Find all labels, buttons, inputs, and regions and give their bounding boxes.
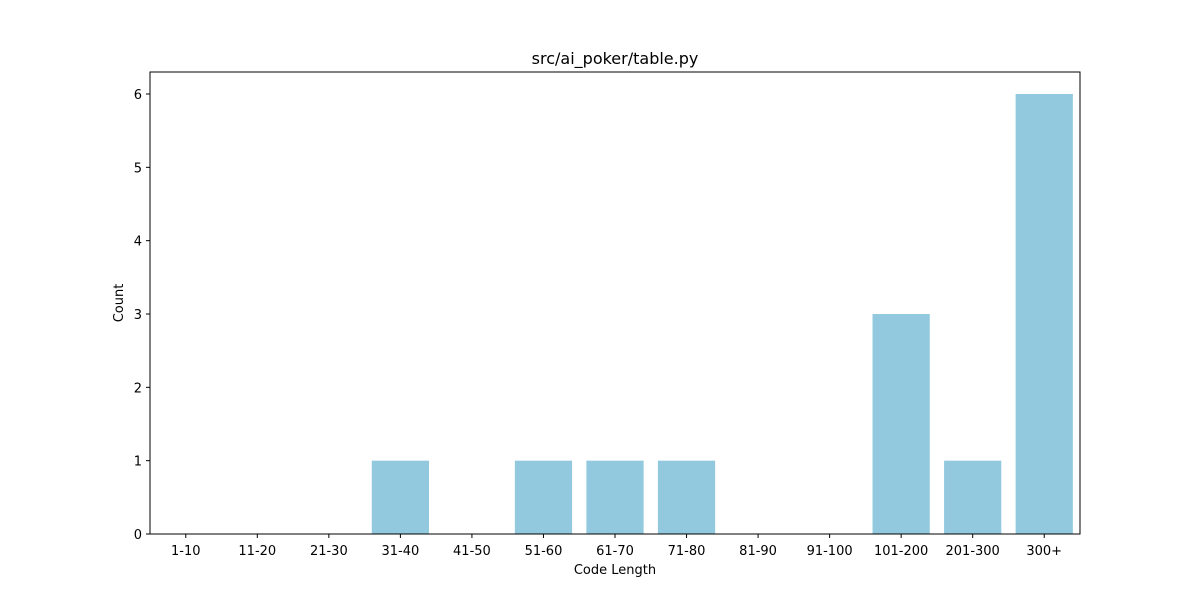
- y-tick-label: 4: [134, 235, 142, 250]
- y-tick-label: 6: [134, 88, 142, 103]
- x-axis-label: Code Length: [574, 563, 656, 578]
- x-tick-label: 81-90: [739, 544, 777, 559]
- x-tick-label: 61-70: [596, 544, 634, 559]
- x-tick-label: 300+: [1026, 544, 1062, 559]
- x-tick-label: 51-60: [525, 544, 563, 559]
- x-tick-label: 1-10: [171, 544, 201, 559]
- x-tick-label: 71-80: [668, 544, 706, 559]
- chart-title: src/ai_poker/table.py: [532, 49, 699, 69]
- x-tick-label: 101-200: [874, 544, 928, 559]
- bar-101-200: [872, 314, 930, 534]
- y-axis-ticks: 0 1 2 3 4 5 6: [134, 88, 150, 543]
- bar-31-40: [371, 460, 429, 534]
- y-tick-label: 0: [134, 528, 142, 543]
- y-tick-label: 1: [134, 455, 142, 470]
- bar-300+: [1015, 94, 1073, 534]
- y-tick-label: 3: [134, 308, 142, 323]
- x-tick-label: 31-40: [381, 544, 419, 559]
- x-tick-label: 201-300: [946, 544, 1000, 559]
- x-tick-label: 21-30: [310, 544, 348, 559]
- y-tick-label: 5: [134, 161, 142, 176]
- x-tick-label: 91-100: [807, 544, 853, 559]
- plot-frame: [149, 71, 1081, 535]
- y-axis-label: Count: [112, 284, 127, 323]
- x-tick-label: 11-20: [238, 544, 276, 559]
- x-axis-ticks: 1-10 11-20 21-30 31-40 41-50 51-60 61-70 71-80 8…: [171, 534, 1062, 559]
- bar-201-300: [944, 460, 1002, 534]
- x-tick-label: 41-50: [453, 544, 491, 559]
- bar-61-70: [586, 460, 644, 534]
- bar-71-80: [657, 460, 716, 534]
- y-tick-label: 2: [134, 381, 142, 396]
- bar-51-60: [514, 460, 573, 534]
- bars-layer: [371, 94, 1073, 534]
